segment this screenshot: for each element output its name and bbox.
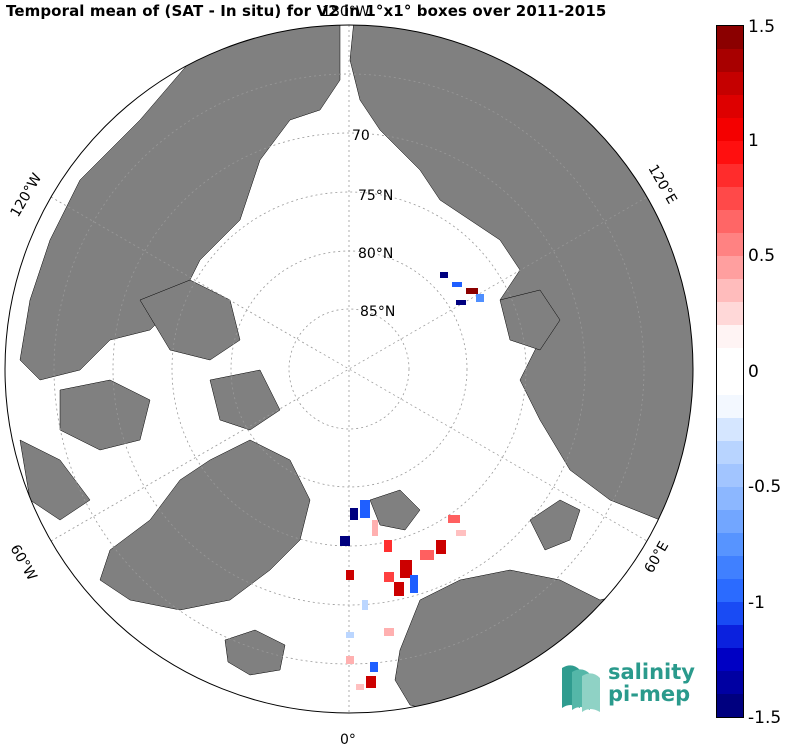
land-svalbard <box>369 489 421 531</box>
colorbar-tick-1: 1 <box>748 131 759 151</box>
land-archipelago-2 <box>59 379 151 451</box>
colorbar-tick-minus-1: -1 <box>748 593 765 613</box>
colorbar-step <box>717 256 743 280</box>
lon-label-120w: 120°W <box>8 171 46 220</box>
colorbar-step <box>717 578 743 603</box>
colorbar-tick-1.5: 1.5 <box>748 17 776 37</box>
colorbar-step <box>717 302 743 326</box>
map-title: Temporal mean of (SAT - In situ) for V2 … <box>6 2 607 20</box>
land-alaska <box>19 25 341 381</box>
colorbar-step <box>717 49 743 73</box>
colorbar-step <box>717 624 743 649</box>
colorbar-tick-0.5: 0.5 <box>748 246 776 266</box>
colorbar-step <box>717 118 743 142</box>
salinity-pimep-logo: salinity pi-mep <box>558 658 698 712</box>
lon-label-120e: 120°E <box>645 162 680 207</box>
colorbar-step <box>717 509 743 534</box>
land-archipelago-3 <box>209 369 281 431</box>
data-boxes <box>340 272 484 690</box>
colorbar <box>716 25 744 718</box>
colorbar-step <box>717 26 743 50</box>
colorbar-step <box>717 141 743 165</box>
lon-label-60w: 60°W <box>7 542 40 584</box>
colorbar-step <box>717 233 743 257</box>
colorbar-step <box>717 394 743 419</box>
colorbar-step <box>717 693 743 718</box>
colorbar-step <box>717 348 743 372</box>
colorbar-tick-minus-1.5: -1.5 <box>748 708 782 728</box>
colorbar-step <box>717 555 743 580</box>
colorbar-step <box>717 72 743 96</box>
colorbar-tick-0: 0 <box>748 362 759 382</box>
lon-label-180w: 180°W <box>322 4 370 20</box>
land-novaya-zemlya <box>529 499 581 551</box>
map-border <box>4 24 694 714</box>
lat-label-85: 85°N <box>360 304 395 320</box>
colorbar-step <box>717 440 743 465</box>
lon-label-60e: 60°E <box>642 539 673 576</box>
logo-text-line2: pi-mep <box>608 682 691 706</box>
lon-label-0: 0° <box>340 732 356 747</box>
graticule <box>50 25 648 713</box>
land-archipelago-1 <box>139 279 241 361</box>
colorbar-step <box>717 325 743 349</box>
colorbar-step <box>717 670 743 695</box>
colorbar-step <box>717 532 743 557</box>
land-iceland <box>224 629 286 676</box>
lat-label-80: 80°N <box>358 246 393 262</box>
colorbar-step <box>717 647 743 672</box>
land-greenland <box>99 439 311 611</box>
land-severnaya <box>499 289 561 351</box>
logo-wave-icon <box>562 665 600 712</box>
colorbar-step <box>717 95 743 119</box>
colorbar-step <box>717 187 743 211</box>
land-archipelago-4 <box>19 439 91 521</box>
colorbar-step <box>717 371 743 396</box>
logo-text-line1: salinity <box>608 660 695 684</box>
colorbar-step <box>717 417 743 442</box>
colorbar-step <box>717 601 743 626</box>
colorbar-step <box>717 279 743 303</box>
colorbar-tick-minus-0.5: -0.5 <box>748 477 782 497</box>
lat-label-70: 70 <box>352 128 370 144</box>
colorbar-step <box>717 210 743 234</box>
colorbar-step <box>717 164 743 188</box>
colorbar-step <box>717 486 743 511</box>
lat-label-75: 75°N <box>358 188 393 204</box>
colorbar-step <box>717 463 743 488</box>
